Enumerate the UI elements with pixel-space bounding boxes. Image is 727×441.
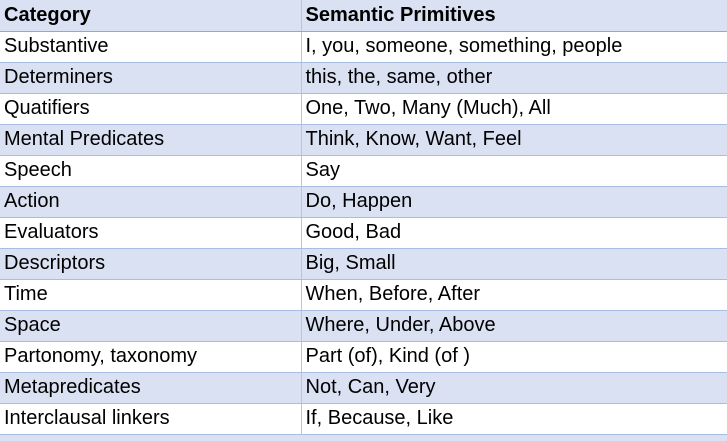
category-cell: Mental Predicates xyxy=(0,124,302,156)
category-cell: Speech xyxy=(0,155,302,187)
header-category: Category xyxy=(0,0,302,32)
primitives-cell: Good, Bad xyxy=(301,217,727,249)
table-row: Substantive I, you, someone, something, p… xyxy=(0,31,727,63)
primitives-cell: Think, Know, Want, Feel xyxy=(301,124,727,156)
primitives-cell: Part (of), Kind (of ) xyxy=(301,341,727,373)
category-cell: Substantive xyxy=(0,31,302,63)
category-cell: Metapredicates xyxy=(0,372,302,404)
category-cell: Quatifiers xyxy=(0,93,302,125)
table-header-row: Category Semantic Primitives xyxy=(0,0,727,32)
primitives-cell: Not, Can, Very xyxy=(301,372,727,404)
primitives-cell: Say xyxy=(301,155,727,187)
table-body: Substantive I, you, someone, something, p… xyxy=(0,31,727,435)
category-cell: Evaluators xyxy=(0,217,302,249)
category-cell: Determiners xyxy=(0,62,302,94)
primitives-cell: this, the, same, other xyxy=(301,62,727,94)
category-cell: Time xyxy=(0,279,302,311)
primitives-cell: Do, Happen xyxy=(301,186,727,218)
table-row: Speech Say xyxy=(0,155,727,187)
primitives-cell: Where, Under, Above xyxy=(301,310,727,342)
category-cell: Partonomy, taxonomy xyxy=(0,341,302,373)
table-row: Determiners this, the, same, other xyxy=(0,62,727,94)
table-row: Action Do, Happen xyxy=(0,186,727,218)
primitives-cell: I, you, someone, something, people xyxy=(301,31,727,63)
table-row: Partonomy, taxonomy Part (of), Kind (of ) xyxy=(0,341,727,373)
table-row: Time When, Before, After xyxy=(0,279,727,311)
primitives-cell: If, Because, Like xyxy=(301,403,727,435)
primitives-cell: Big, Small xyxy=(301,248,727,280)
table-row: Interclausal linkers If, Because, Like xyxy=(0,403,727,435)
category-cell: Descriptors xyxy=(0,248,302,280)
table-row: Mental Predicates Think, Know, Want, Feel xyxy=(0,124,727,156)
category-cell: Interclausal linkers xyxy=(0,403,302,435)
table-row: Descriptors Big, Small xyxy=(0,248,727,280)
table-bottom-band xyxy=(0,434,727,441)
table-row: Evaluators Good, Bad xyxy=(0,217,727,249)
category-cell: Space xyxy=(0,310,302,342)
header-semantic-primitives: Semantic Primitives xyxy=(301,0,727,32)
primitives-cell: One, Two, Many (Much), All xyxy=(301,93,727,125)
category-cell: Action xyxy=(0,186,302,218)
table-row: Space Where, Under, Above xyxy=(0,310,727,342)
table-row: Quatifiers One, Two, Many (Much), All xyxy=(0,93,727,125)
primitives-cell: When, Before, After xyxy=(301,279,727,311)
table-row: Metapredicates Not, Can, Very xyxy=(0,372,727,404)
